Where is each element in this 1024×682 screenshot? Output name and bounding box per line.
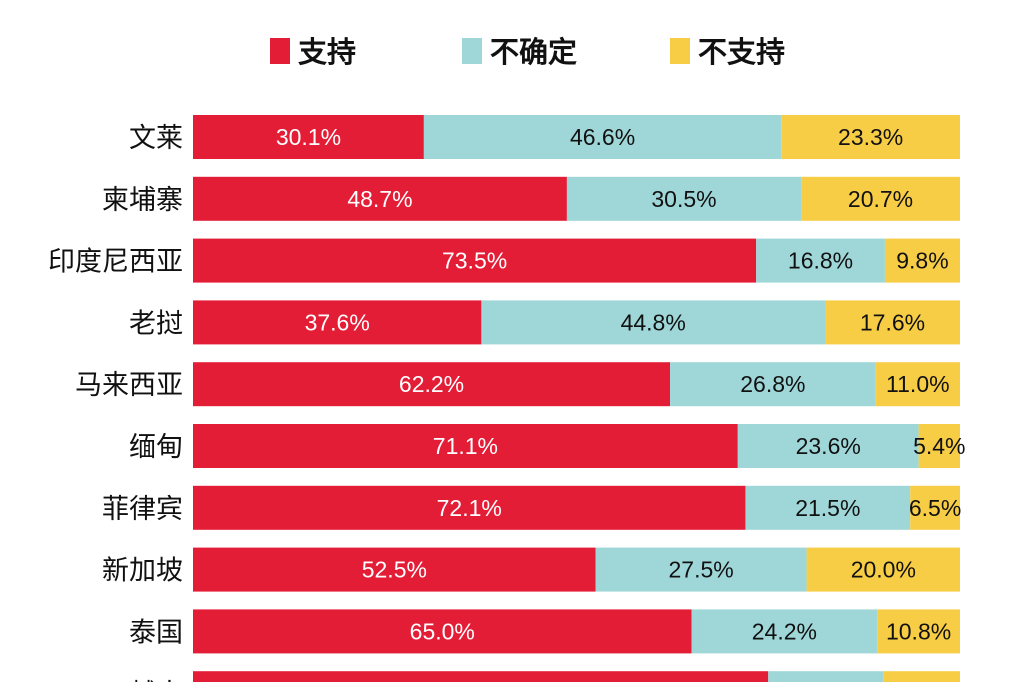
data-label: 65.0% xyxy=(410,618,475,644)
row-label: 老挝 xyxy=(129,308,183,339)
bar-segment-support xyxy=(193,547,596,592)
bar-segment-support xyxy=(193,609,692,654)
bar-segment-unsure xyxy=(756,238,885,283)
bar-segment-oppose xyxy=(877,609,960,654)
bar-segment-support xyxy=(193,671,769,682)
legend-swatch xyxy=(270,38,290,64)
data-label: 23.6% xyxy=(796,433,861,459)
legend-item: 不确定 xyxy=(462,35,577,69)
data-label: 5.4% xyxy=(913,433,965,459)
data-label: 71.1% xyxy=(433,433,498,459)
bar-segment-support xyxy=(193,485,746,530)
row-label: 新加坡 xyxy=(102,556,183,587)
table-row: 缅甸 71.1% 23.6% 5.4% xyxy=(129,424,966,468)
table-row: 老挝 37.6% 44.8% 17.6% xyxy=(129,300,960,345)
legend-label: 不确定 xyxy=(490,35,577,69)
data-label: 44.8% xyxy=(621,309,686,335)
bar-segment-unsure xyxy=(595,547,807,592)
bar-segment-support xyxy=(193,362,671,407)
data-label: 37.6% xyxy=(305,309,370,335)
data-label: 27.5% xyxy=(669,557,734,583)
data-label: 6.5% xyxy=(909,495,961,521)
table-row: 马来西亚 62.2% 26.8% 11.0% xyxy=(75,362,960,407)
table-row: 泰国 65.0% 24.2% 10.8% xyxy=(129,609,960,654)
data-label: 62.2% xyxy=(399,371,464,397)
bar-segment-support xyxy=(193,300,482,345)
data-label: 26.8% xyxy=(740,371,805,397)
legend-item: 支持 xyxy=(270,35,356,69)
data-label: 73.5% xyxy=(442,248,507,274)
bar-segment-oppose xyxy=(825,300,960,345)
bar-segment-unsure xyxy=(481,300,826,345)
data-label: 17.6% xyxy=(860,309,925,335)
data-label: 52.5% xyxy=(362,557,427,583)
bar-segment-support xyxy=(193,115,424,159)
bar-segment-oppose xyxy=(806,547,960,592)
legend-item: 不支持 xyxy=(670,35,785,69)
data-label: 30.1% xyxy=(276,124,341,150)
bar-segment-support xyxy=(193,238,757,283)
row-label: 柬埔寨 xyxy=(102,185,183,216)
data-label: 9.8% xyxy=(896,248,948,274)
legend-swatch xyxy=(670,38,690,64)
row-label: 缅甸 xyxy=(129,432,183,463)
data-label: 48.7% xyxy=(347,186,412,212)
legend-label: 不支持 xyxy=(698,35,785,69)
bar-segment-oppose xyxy=(918,424,960,468)
chart-legend: 支持 不确定 不支持 xyxy=(270,35,785,69)
data-label: 23.3% xyxy=(838,124,903,150)
row-label: 菲律宾 xyxy=(102,494,183,525)
data-label: 21.5% xyxy=(795,495,860,521)
data-label: 30.5% xyxy=(651,186,716,212)
bar-segment-support xyxy=(193,424,738,468)
bar-segment-oppose xyxy=(884,238,960,283)
bar-segment-oppose xyxy=(801,176,960,221)
bar-segment-support xyxy=(193,176,567,221)
data-label: 10.8% xyxy=(886,618,951,644)
bar-segment-oppose xyxy=(781,115,960,159)
data-label: 20.7% xyxy=(848,186,913,212)
bar-segment-unsure xyxy=(745,485,911,530)
data-label: 24.2% xyxy=(752,618,817,644)
legend-swatch xyxy=(462,38,482,64)
table-row: 印度尼西亚 73.5% 16.8% 9.8% xyxy=(48,238,960,283)
bar-segment-unsure xyxy=(423,115,782,159)
chart-rows: 文莱 30.1% 46.6% 23.3% 柬埔寨 48.7% 30.5% 20.7% 印度尼西亚… xyxy=(48,115,966,682)
table-row: 越南 xyxy=(129,671,960,682)
table-row: 文莱 30.1% 46.6% 23.3% xyxy=(129,115,960,159)
legend-label: 支持 xyxy=(298,35,356,69)
bar-segment-oppose xyxy=(910,485,960,530)
bar-segment-oppose xyxy=(883,671,960,682)
row-label: 印度尼西亚 xyxy=(48,247,183,278)
bar-segment-oppose xyxy=(875,362,960,407)
data-label: 72.1% xyxy=(437,495,502,521)
table-row: 柬埔寨 48.7% 30.5% 20.7% xyxy=(102,176,960,221)
bar-segment-unsure xyxy=(691,609,878,654)
bar-segment-unsure xyxy=(670,362,876,407)
table-row: 菲律宾 72.1% 21.5% 6.5% xyxy=(102,485,961,530)
row-label: 文莱 xyxy=(129,123,183,154)
data-label: 46.6% xyxy=(570,124,635,150)
data-label: 11.0% xyxy=(886,371,950,397)
data-label: 16.8% xyxy=(788,248,853,274)
row-label: 泰国 xyxy=(129,617,183,648)
bar-segment-unsure xyxy=(737,424,919,468)
row-label: 马来西亚 xyxy=(75,370,183,401)
row-label: 越南 xyxy=(129,679,183,682)
bar-segment-unsure xyxy=(768,671,884,682)
data-label: 20.0% xyxy=(851,557,916,583)
bar-segment-unsure xyxy=(566,176,802,221)
table-row: 新加坡 52.5% 27.5% 20.0% xyxy=(102,547,960,592)
